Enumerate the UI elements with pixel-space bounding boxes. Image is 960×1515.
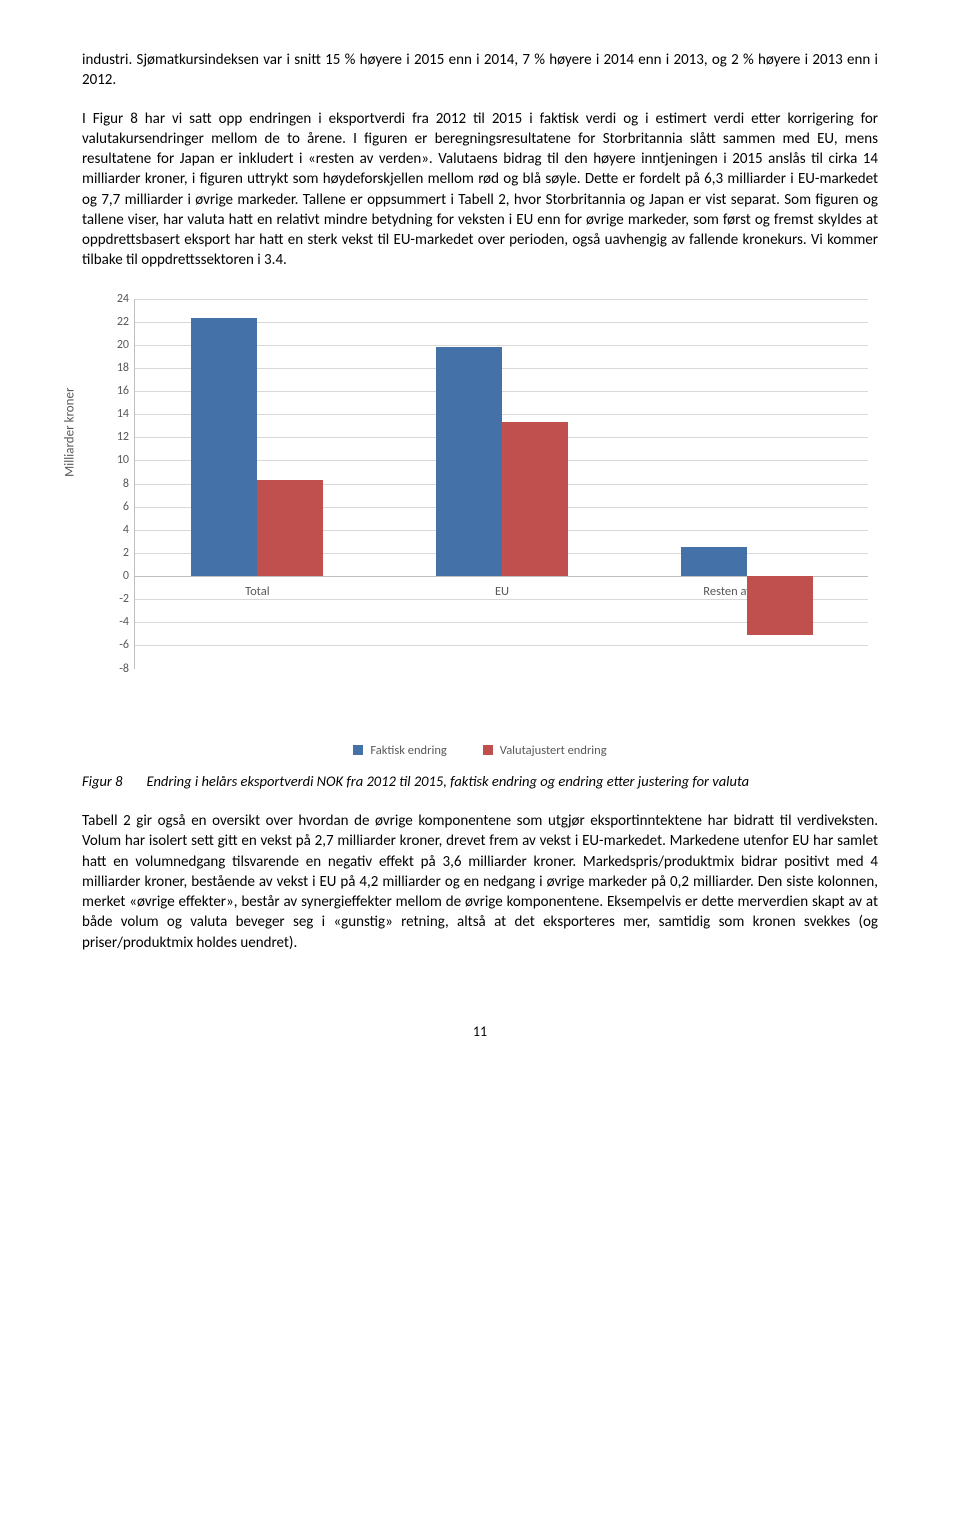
plot-area: -8-6-4-2024681012141618202224TotalEURest… bbox=[134, 299, 868, 669]
chart-container: Milliarder kroner -8-6-4-202468101214161… bbox=[82, 299, 878, 729]
chart-legend: Faktisk endring Valutajustert endring bbox=[82, 743, 878, 758]
figure-caption: Endring i helårs eksportverdi NOK fra 20… bbox=[147, 772, 879, 792]
y-tick-label: -6 bbox=[119, 638, 135, 652]
y-tick-label: 4 bbox=[123, 523, 135, 537]
page-number: 11 bbox=[82, 1023, 878, 1040]
y-tick-label: 12 bbox=[117, 430, 135, 444]
y-tick-label: 20 bbox=[117, 338, 135, 352]
y-tick-label: 22 bbox=[117, 315, 135, 329]
chart-bar bbox=[436, 347, 502, 576]
chart-bar bbox=[681, 547, 747, 576]
y-tick-label: -2 bbox=[119, 592, 135, 606]
figure-caption-row: Figur 8 Endring i helårs eksportverdi NO… bbox=[82, 772, 878, 792]
legend-label: Faktisk endring bbox=[370, 743, 446, 758]
y-tick-label: 8 bbox=[123, 477, 135, 491]
paragraph-1: industri. Sjømatkursindeksen var i snitt… bbox=[82, 50, 878, 91]
y-tick-label: 6 bbox=[123, 500, 135, 514]
y-tick-label: -4 bbox=[119, 615, 135, 629]
paragraph-3: Tabell 2 gir også en oversikt over hvord… bbox=[82, 811, 878, 953]
legend-item: Faktisk endring bbox=[353, 743, 446, 758]
y-tick-label: 0 bbox=[123, 569, 135, 583]
chart-bar bbox=[191, 318, 257, 576]
figure-label: Figur 8 bbox=[82, 772, 123, 792]
y-tick-label: 24 bbox=[117, 292, 135, 306]
category-label: EU bbox=[495, 576, 509, 599]
chart-bar bbox=[257, 480, 323, 576]
y-tick-label: 2 bbox=[123, 546, 135, 560]
paragraph-2: I Figur 8 har vi satt opp endringen i ek… bbox=[82, 109, 878, 271]
y-tick-label: 16 bbox=[117, 384, 135, 398]
category-label: Total bbox=[245, 576, 269, 599]
legend-label: Valutajustert endring bbox=[500, 743, 607, 758]
chart-bar bbox=[502, 422, 568, 576]
y-tick-label: 14 bbox=[117, 407, 135, 421]
legend-swatch bbox=[353, 745, 363, 755]
legend-swatch bbox=[483, 745, 493, 755]
y-tick-label: -8 bbox=[119, 662, 135, 676]
y-axis-label: Milliarder kroner bbox=[63, 387, 78, 476]
y-tick-label: 18 bbox=[117, 361, 135, 375]
chart-bar bbox=[747, 576, 813, 635]
legend-item: Valutajustert endring bbox=[483, 743, 607, 758]
y-tick-label: 10 bbox=[117, 453, 135, 467]
